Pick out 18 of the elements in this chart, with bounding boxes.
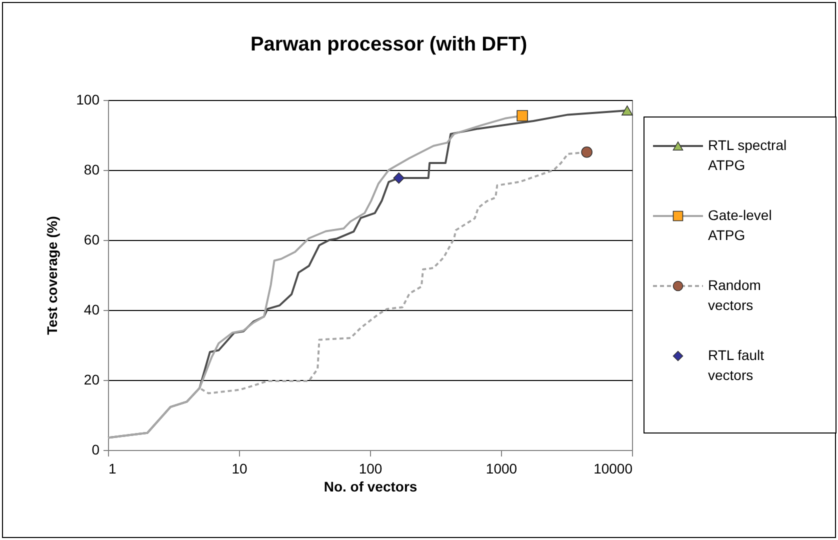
x-axis-title: No. of vectors <box>324 478 418 494</box>
y-tick-label: 0 <box>92 442 100 458</box>
y-tick-label: 40 <box>84 302 100 318</box>
x-tick-label: 10000 <box>594 460 633 476</box>
legend-label: RTL spectral ATPG <box>708 137 787 173</box>
x-tick-label: 1 <box>108 460 116 476</box>
chart-title: Parwan processor (with DFT) <box>250 34 528 56</box>
y-tick-label: 80 <box>84 162 100 178</box>
legend-label: RTL fault vectors <box>708 347 764 383</box>
y-axis-title: Test coverage (%) <box>44 216 60 335</box>
x-tick-label: 100 <box>358 460 382 476</box>
legend-label: Random vectors <box>708 277 761 313</box>
y-tick-label: 20 <box>84 372 100 388</box>
y-tick-label: 100 <box>76 92 100 108</box>
x-tick-label: 1000 <box>486 460 518 476</box>
y-tick-label: 60 <box>84 232 100 248</box>
legend-label: Gate-level ATPG <box>708 207 772 243</box>
x-tick-label: 10 <box>232 460 248 476</box>
